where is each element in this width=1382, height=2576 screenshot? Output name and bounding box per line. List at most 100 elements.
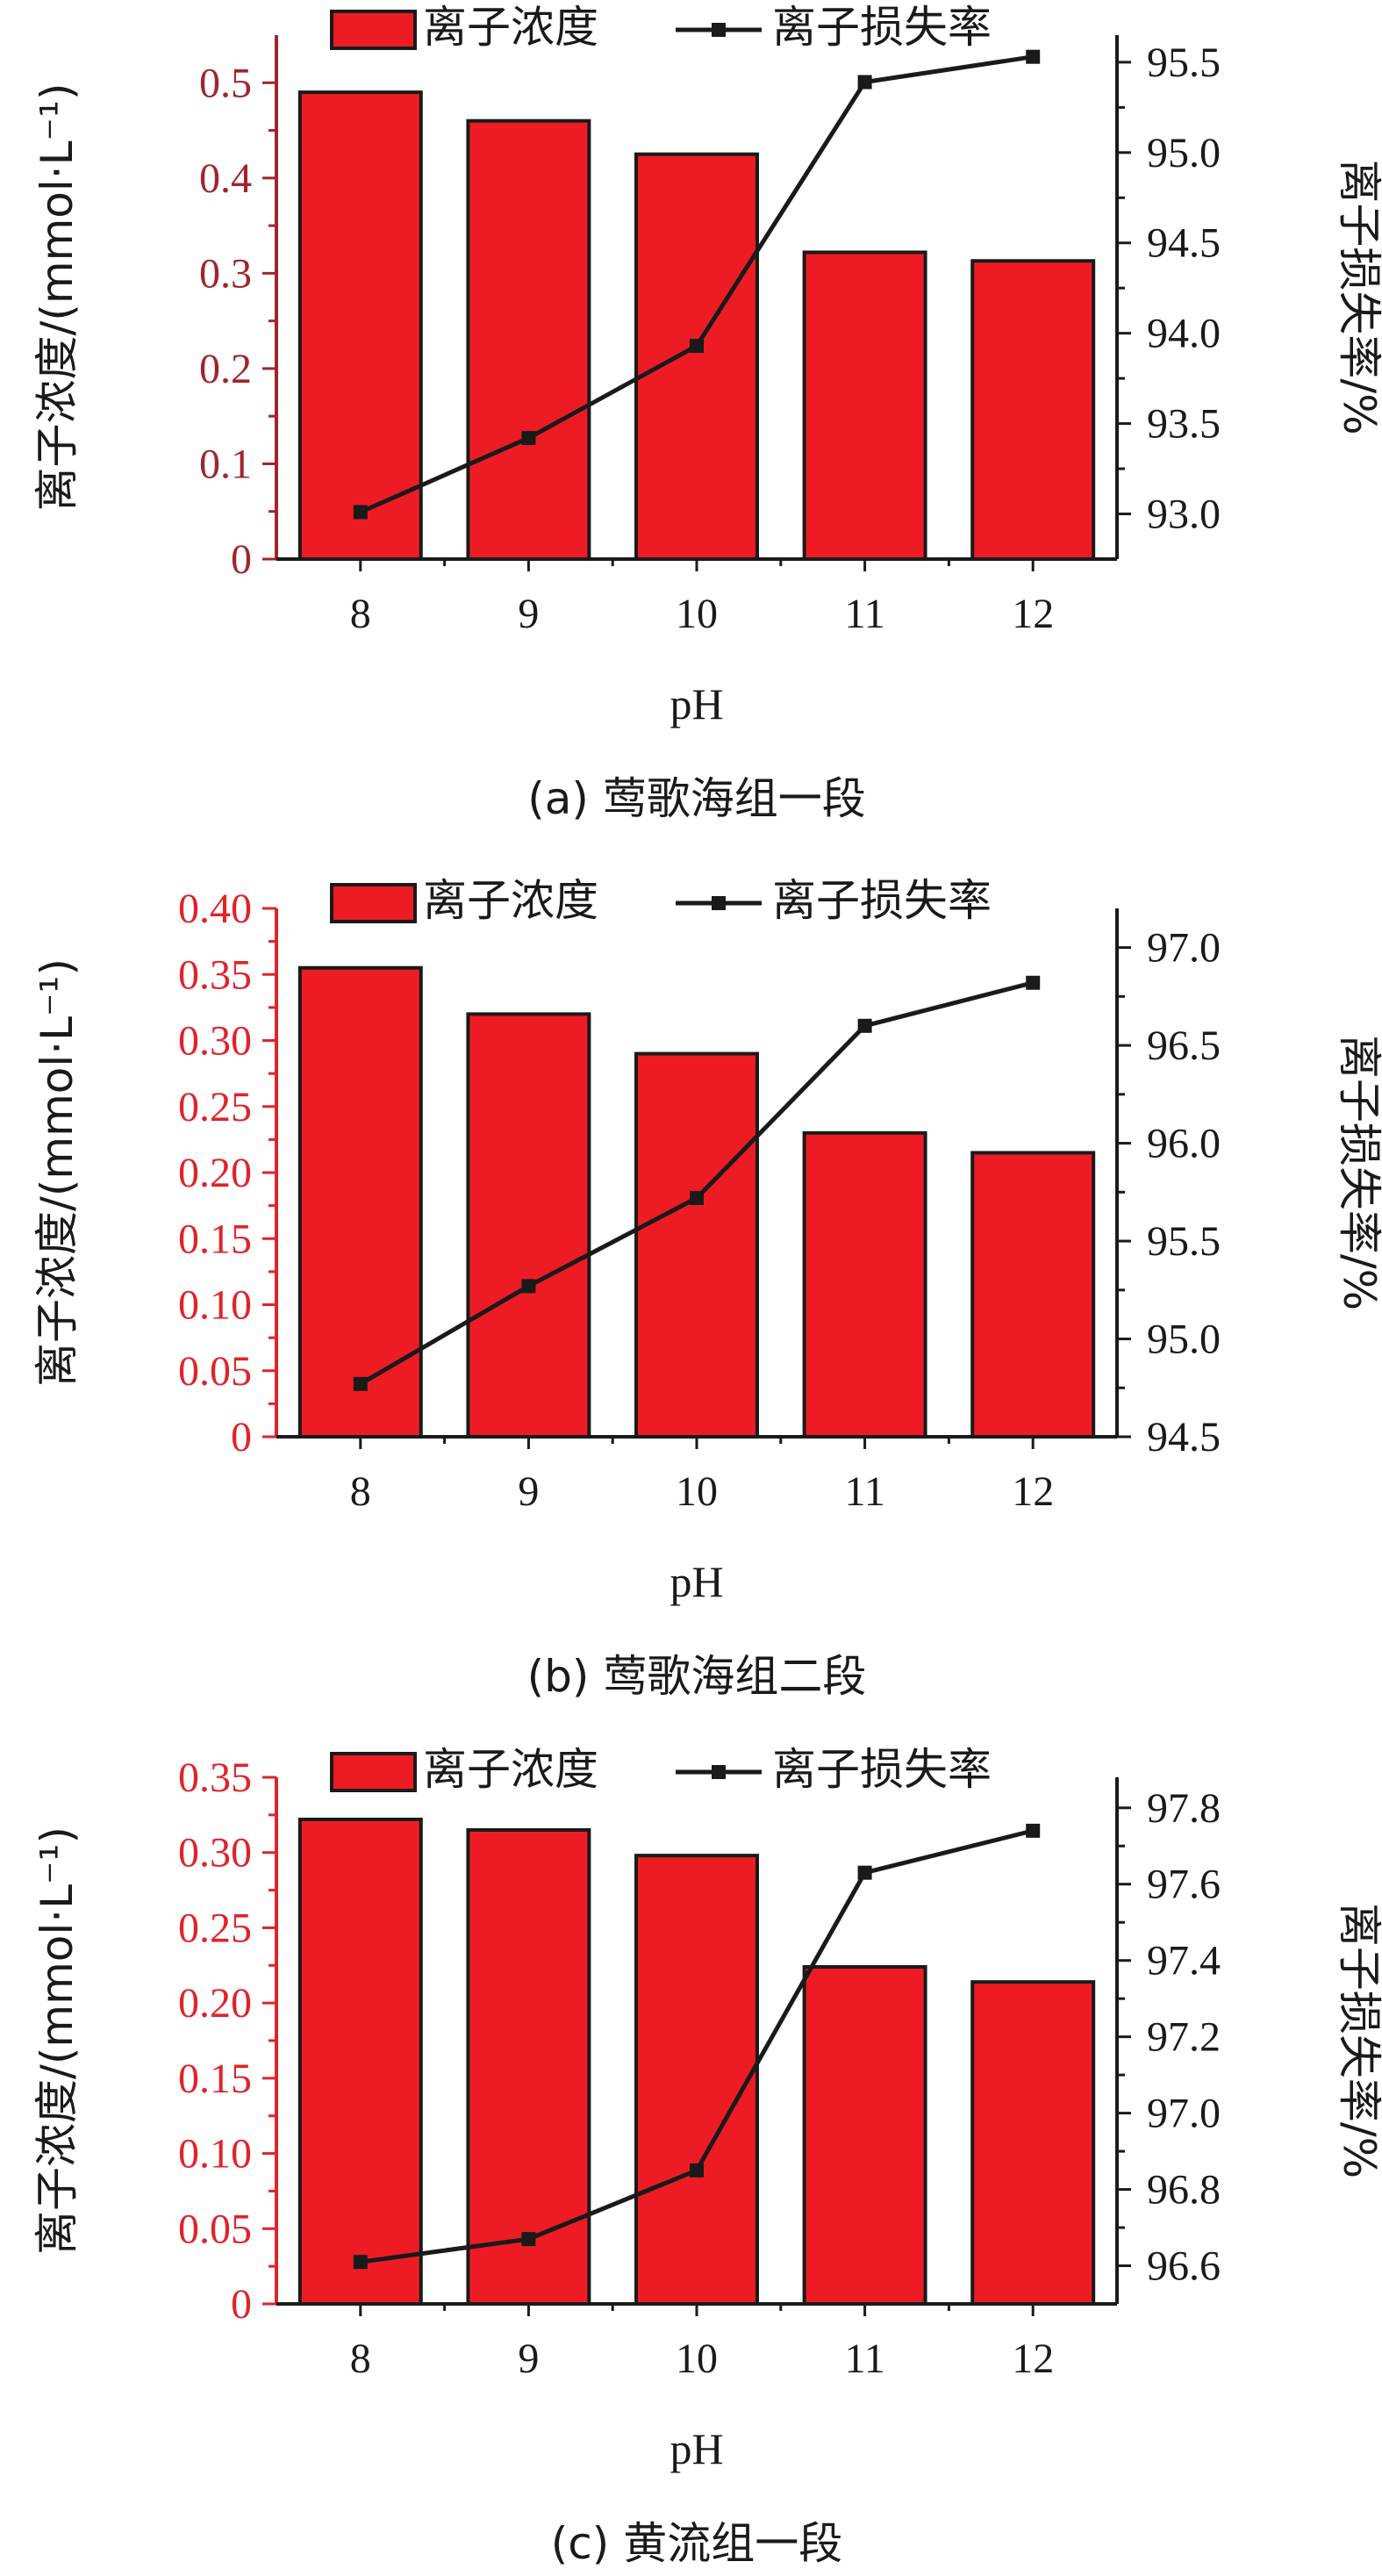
legend-bar-label: 离子浓度 — [423, 1744, 598, 1795]
x-tick-label: 10 — [676, 1468, 718, 1515]
left-tick-label: 0.05 — [178, 1348, 252, 1395]
legend-bar-swatch — [330, 10, 417, 50]
bar — [970, 1151, 1096, 1439]
left-tick-label: 0.2 — [199, 346, 252, 392]
bar — [634, 1051, 759, 1439]
x-tick-label: 12 — [1012, 1468, 1054, 1515]
right-tick-label: 95.0 — [1147, 1317, 1221, 1363]
x-axis-title: pH — [670, 2424, 723, 2473]
line-point — [1026, 975, 1041, 990]
left-tick-label: 0.4 — [199, 155, 252, 202]
line-point — [521, 1279, 536, 1294]
legend: 离子浓度 离子损失率 — [330, 875, 992, 926]
x-tick-label: 8 — [350, 2336, 371, 2382]
left-tick-label: 0.10 — [178, 1282, 252, 1329]
line-point — [1026, 1823, 1041, 1838]
y-axis-title: 离子浓度/(mmol·L⁻¹) — [32, 83, 82, 512]
x-tick-label: 8 — [350, 591, 371, 637]
bar — [297, 965, 423, 1439]
left-tick-label: 0.05 — [178, 2206, 252, 2252]
line-point — [690, 339, 704, 354]
x-tick-label: 9 — [518, 2336, 539, 2382]
right-tick-label: 97.4 — [1147, 1938, 1221, 1984]
left-tick-label: 0.15 — [178, 1216, 252, 1262]
left-tick-label: 0 — [231, 536, 252, 583]
legend: 离子浓度 离子损失率 — [330, 2, 992, 53]
left-tick-label: 0.10 — [178, 2131, 252, 2178]
panel-caption: (c) 黄流组一段 — [551, 2518, 842, 2569]
right-tick-label: 97.6 — [1147, 1862, 1221, 1908]
left-tick-label: 0.30 — [178, 1830, 252, 1876]
left-tick-label: 0.35 — [178, 1754, 252, 1801]
bar — [466, 118, 591, 561]
line-point — [353, 505, 368, 520]
left-tick-label: 0.1 — [199, 441, 252, 487]
y2-axis-title: 离子损失率/% — [1334, 1903, 1382, 2178]
line-point — [857, 75, 872, 90]
line-point — [690, 1190, 704, 1205]
x-tick-label: 10 — [676, 2336, 718, 2382]
left-tick-label: 0.20 — [178, 1980, 252, 2027]
legend-bar-swatch — [330, 1752, 417, 1792]
x-tick-label: 9 — [518, 1468, 539, 1515]
x-tick-label: 11 — [844, 2336, 884, 2382]
y2-axis-title: 离子损失率/% — [1334, 1035, 1382, 1310]
right-tick-label: 97.2 — [1147, 2014, 1221, 2061]
bar — [970, 259, 1096, 561]
legend-line-marker — [712, 1765, 726, 1779]
right-tick-label: 95.0 — [1147, 130, 1221, 176]
right-tick-label: 97.0 — [1147, 2091, 1221, 2137]
legend-bar-label: 离子浓度 — [423, 2, 598, 53]
bar — [802, 1965, 927, 2306]
right-tick-label: 95.5 — [1147, 39, 1221, 86]
right-tick-label: 97.0 — [1147, 925, 1221, 972]
left-tick-label: 0.3 — [199, 250, 252, 297]
x-tick-label: 8 — [350, 1468, 371, 1515]
right-tick-label: 93.0 — [1147, 492, 1221, 538]
right-tick-label: 94.5 — [1147, 220, 1221, 267]
chart-panel-2: 8 9 10 11 12 0 0.05 0.10 0.15 0.20 0.25 0.30 0.35 96.… — [32, 1744, 1382, 2569]
panel-caption: (b) 莺歌海组二段 — [527, 1651, 867, 1702]
x-tick-label: 9 — [518, 591, 539, 637]
chart-panel-1: 8 9 10 11 12 0 0.05 0.10 0.15 0.20 0.25 0.30 0.35 0.4… — [32, 875, 1382, 1702]
panel-caption: (a) 莺歌海组一段 — [527, 773, 866, 824]
x-tick-label: 11 — [844, 591, 884, 637]
line-point — [1026, 49, 1041, 64]
line-point — [521, 431, 536, 446]
right-tick-label: 94.0 — [1147, 311, 1221, 357]
legend-bar-label: 离子浓度 — [423, 875, 598, 926]
right-tick-label: 96.0 — [1147, 1121, 1221, 1167]
line-point — [857, 1865, 872, 1880]
legend-bar-swatch — [330, 883, 417, 923]
x-tick-label: 12 — [1012, 591, 1054, 637]
line-point — [521, 2232, 536, 2247]
x-tick-label: 12 — [1012, 2336, 1054, 2382]
right-tick-label: 94.5 — [1147, 1414, 1221, 1460]
left-tick-label: 0.25 — [178, 1084, 252, 1130]
bar — [297, 1818, 423, 2306]
y-axis-title: 离子浓度/(mmol·L⁻¹) — [32, 1826, 82, 2255]
line-point — [857, 1018, 872, 1033]
bar — [634, 152, 759, 561]
y2-axis-title: 离子损失率/% — [1334, 159, 1382, 434]
x-tick-label: 10 — [676, 591, 718, 637]
bar — [970, 1980, 1096, 2306]
right-tick-label: 96.5 — [1147, 1023, 1221, 1069]
right-tick-label: 93.5 — [1147, 401, 1221, 448]
bar — [634, 1854, 759, 2306]
legend-line-marker — [712, 896, 726, 910]
line-point — [353, 1376, 368, 1391]
left-tick-label: 0 — [231, 1414, 252, 1460]
chart-panel-0: 8 9 10 11 12 0 0.1 0.2 0.3 0.4 0.5 93.0 93.5 94.0 94.5… — [32, 2, 1382, 824]
legend-line-marker — [712, 23, 726, 37]
bar — [802, 250, 927, 561]
left-tick-label: 0 — [231, 2281, 252, 2328]
x-tick-label: 11 — [844, 1468, 884, 1515]
bar — [466, 1012, 591, 1439]
left-tick-label: 0.35 — [178, 951, 252, 998]
bar — [297, 90, 423, 562]
legend-line-label: 离子损失率 — [772, 1744, 992, 1795]
right-tick-label: 97.8 — [1147, 1785, 1221, 1832]
x-axis-title: pH — [670, 1557, 723, 1606]
right-tick-label: 96.6 — [1147, 2243, 1221, 2290]
